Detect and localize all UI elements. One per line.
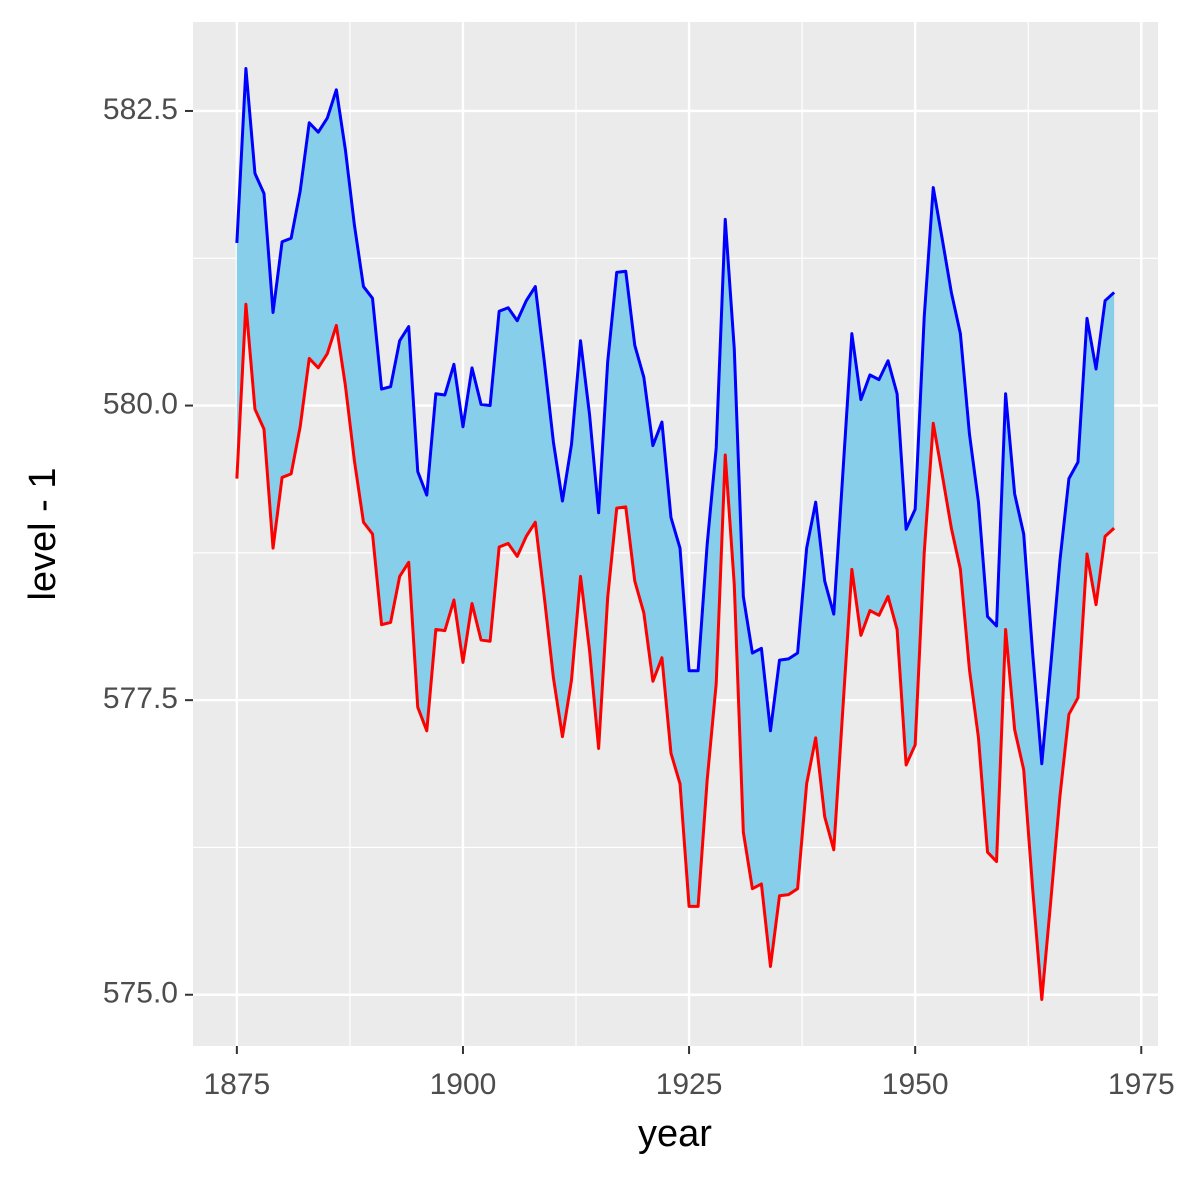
x-tick-label: 1950: [882, 1068, 949, 1101]
x-axis-title: year: [638, 1113, 712, 1155]
line: [235, 302, 1116, 1001]
line: [235, 67, 1116, 766]
y-tick-label: 580.0: [103, 387, 178, 420]
y-tick-label: 575.0: [103, 977, 178, 1010]
plot-layer: [193, 22, 1158, 1046]
y-axis-title: level - 1: [22, 467, 64, 600]
x-tick-label: 1900: [430, 1068, 497, 1101]
y-tick-label: 577.5: [103, 682, 178, 715]
x-tick-label: 1975: [1108, 1068, 1175, 1101]
x-tick-label: 1875: [203, 1068, 270, 1101]
y-tick-label: 582.5: [103, 93, 178, 126]
x-tick-label: 1925: [656, 1068, 723, 1101]
